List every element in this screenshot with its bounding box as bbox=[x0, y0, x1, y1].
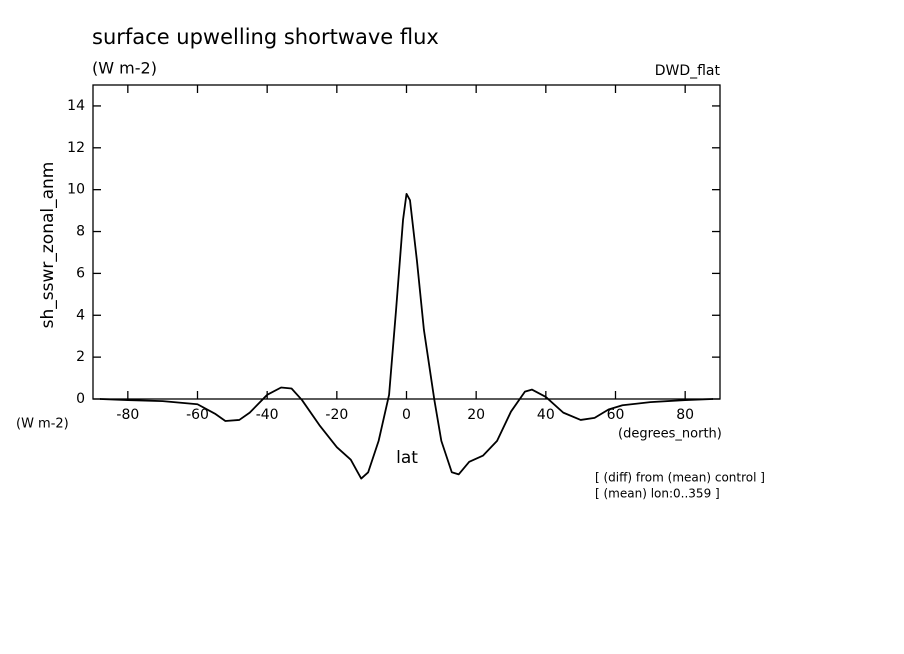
x-tick-label: -40 bbox=[256, 407, 279, 423]
x-axis-label: lat bbox=[396, 448, 418, 468]
y-tick-label: 0 bbox=[76, 391, 85, 407]
y-tick-label: 10 bbox=[67, 182, 85, 198]
x-tick-label: 0 bbox=[402, 407, 411, 423]
units: (W m-2) bbox=[92, 59, 157, 78]
x-tick-label: 60 bbox=[607, 407, 625, 423]
dataset-label: DWD_flat bbox=[655, 63, 721, 79]
y-tick-label: 4 bbox=[76, 307, 85, 323]
y-axis-label: sh_sswr_zonal_anm bbox=[38, 162, 58, 329]
x-tick-label: 20 bbox=[467, 407, 485, 423]
x-tick-label: -20 bbox=[325, 407, 348, 423]
note: [ (diff) from (mean) control ] bbox=[595, 471, 765, 485]
chart-title: surface upwelling shortwave flux bbox=[92, 25, 439, 49]
note: [ (mean) lon:0..359 ] bbox=[595, 487, 720, 501]
y-units: (W m-2) bbox=[16, 417, 69, 432]
x-tick-label: -80 bbox=[116, 407, 139, 423]
y-tick-label: 6 bbox=[76, 265, 85, 281]
data-line bbox=[99, 192, 714, 480]
x-units: (degrees_north) bbox=[618, 427, 722, 442]
plot-frame bbox=[92, 84, 721, 400]
y-tick-label: 12 bbox=[67, 140, 85, 156]
x-tick-label: -60 bbox=[186, 407, 209, 423]
y-tick-label: 8 bbox=[76, 224, 85, 240]
y-tick-label: 14 bbox=[67, 98, 85, 114]
y-tick-label: 2 bbox=[76, 349, 85, 365]
x-tick-label: 80 bbox=[676, 407, 694, 423]
x-tick-label: 40 bbox=[537, 407, 555, 423]
